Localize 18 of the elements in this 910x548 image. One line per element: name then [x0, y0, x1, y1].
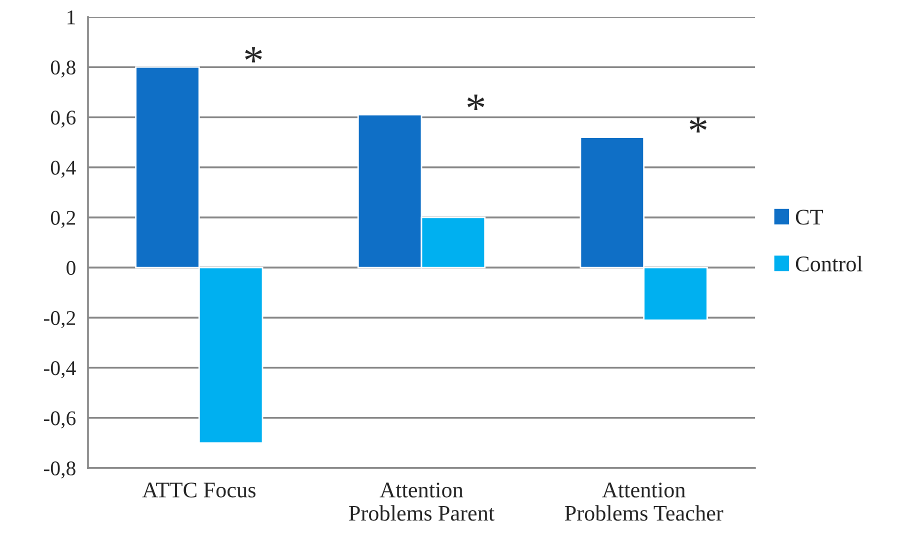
y-tick-label: -0,6 — [44, 411, 76, 428]
y-tick-label: 0,6 — [50, 110, 76, 128]
legend-label: Control — [796, 256, 862, 272]
y-tick-label: 1 — [68, 10, 75, 24]
annotation: * — [690, 117, 707, 133]
y-tick-label: -0,2 — [44, 311, 76, 328]
legend-label: CT — [796, 210, 824, 225]
annotation: * — [245, 47, 262, 62]
y-tick-label: 0,4 — [50, 160, 76, 178]
y-tick-label: -0,4 — [44, 361, 76, 378]
y-tick-label: 0,2 — [50, 210, 76, 228]
y-tick-label: 0,8 — [50, 60, 76, 78]
y-tick-label: 0 — [66, 260, 76, 275]
annotation: * — [467, 94, 484, 110]
x-tick-label: ATTC Focus — [142, 482, 256, 498]
x-tick-label: Attention Problems Teacher — [564, 482, 724, 521]
y-tick-label: -0,8 — [44, 461, 76, 478]
x-tick-label: Attention Problems Parent — [349, 482, 495, 521]
